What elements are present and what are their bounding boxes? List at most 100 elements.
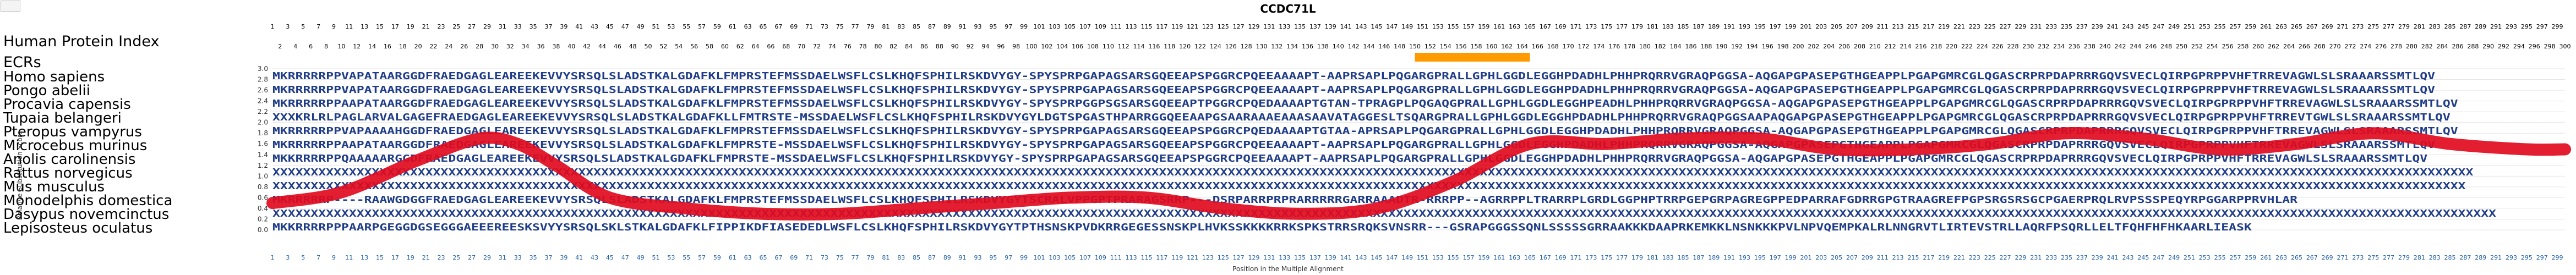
index-tick-label: 95 [989, 23, 997, 30]
index-tick-label: 13 [361, 23, 368, 30]
index-tick-label: 261 [2260, 23, 2272, 30]
y-tick-label: 2.2 [258, 108, 268, 116]
index-tick-label: 30 [491, 43, 499, 50]
index-tick-label: 104 [1056, 43, 1068, 50]
index-tick-label: 26 [460, 43, 468, 50]
index-tick-label: 250 [2176, 43, 2187, 50]
index-tick-label: 74 [828, 43, 836, 50]
index-tick-label: 114 [1133, 43, 1145, 50]
index-tick-label: 246 [2145, 43, 2157, 50]
index-tick-label: 161 [1493, 23, 1505, 30]
index-tick-label: 280 [2406, 43, 2417, 50]
index-tick-label: 58 [706, 43, 713, 50]
sequence-row: MKRRRRRPPVAPAAAAHGGDFRAEDGAGLEAREEKEVVYS… [272, 125, 2458, 137]
index-tick-label: 27 [468, 23, 476, 30]
x-tick-label: 125 [1218, 254, 1229, 261]
index-tick-label: 108 [1087, 43, 1099, 50]
species-label-pteropus-vampyrus: Pteropus vampyrus [3, 124, 142, 140]
species-label-lepisosteus-oculatus: Lepisosteus oculatus [3, 220, 153, 237]
index-tick-label: 292 [2498, 43, 2509, 50]
index-tick-label: 106 [1072, 43, 1083, 50]
x-tick-label: 15 [376, 254, 384, 261]
index-tick-label: 265 [2291, 23, 2302, 30]
x-tick-label: 39 [560, 254, 567, 261]
index-tick-label: 59 [713, 23, 721, 30]
index-tick-label: 278 [2391, 43, 2402, 50]
x-tick-label: 75 [836, 254, 844, 261]
y-tick-label: 2.0 [258, 119, 268, 127]
index-tick-label: 138 [1317, 43, 1329, 50]
species-label-homo-sapiens: Homo sapiens [3, 69, 105, 85]
species-label-mus-musculus: Mus musculus [3, 179, 105, 195]
index-tick-label: 200 [1793, 43, 1804, 50]
index-tick-label: 300 [2559, 43, 2571, 50]
x-tick-label: 289 [2475, 254, 2486, 261]
index-tick-label: 173 [1585, 23, 1597, 30]
x-tick-label: 261 [2260, 254, 2272, 261]
x-tick-label: 241 [2107, 254, 2119, 261]
x-tick-label: 193 [1739, 254, 1750, 261]
index-tick-label: 63 [744, 23, 752, 30]
index-tick-label: 125 [1218, 23, 1229, 30]
index-tick-label: 176 [1608, 43, 1620, 50]
y-tick-label: 1.0 [258, 172, 268, 180]
species-label-microcebus-murinus: Microcebus murinus [3, 138, 148, 154]
index-tick-label: 240 [2099, 43, 2111, 50]
index-tick-label: 216 [1915, 43, 1926, 50]
index-tick-label: 177 [1616, 23, 1628, 30]
x-tick-label: 101 [1033, 254, 1045, 261]
index-tick-label: 10 [337, 43, 345, 50]
index-tick-label: 100 [1026, 43, 1038, 50]
x-tick-label: 237 [2076, 254, 2088, 261]
index-tick-label: 69 [790, 23, 798, 30]
index-tick-label: 219 [1938, 23, 1950, 30]
ecrs-label: ECRs [3, 54, 41, 71]
x-tick-label: 253 [2199, 254, 2211, 261]
x-tick-label: 279 [2398, 254, 2410, 261]
index-tick-label: 215 [1907, 23, 1919, 30]
x-tick-label: 79 [867, 254, 875, 261]
x-tick-label: 23 [437, 254, 445, 261]
index-tick-label: 126 [1225, 43, 1237, 50]
index-tick-label: 180 [1639, 43, 1651, 50]
index-tick-label: 97 [1005, 23, 1012, 30]
index-tick-label: 28 [476, 43, 483, 50]
index-tick-label: 52 [659, 43, 667, 50]
x-tick-label: 221 [1953, 254, 1965, 261]
index-tick-label: 241 [2107, 23, 2119, 30]
index-tick-label: 271 [2337, 23, 2349, 30]
index-tick-label: 123 [1202, 23, 1214, 30]
index-tick-label: 298 [2544, 43, 2556, 50]
index-tick-label: 209 [1862, 23, 1873, 30]
index-tick-label: 79 [867, 23, 875, 30]
x-tick-label: 103 [1049, 254, 1060, 261]
index-tick-label: 129 [1248, 23, 1260, 30]
index-tick-label: 101 [1033, 23, 1045, 30]
x-tick-label: 13 [361, 254, 368, 261]
x-tick-label: 179 [1631, 254, 1643, 261]
index-tick-label: 34 [522, 43, 530, 50]
index-tick-label: 220 [1946, 43, 1957, 50]
index-tick-label: 132 [1271, 43, 1282, 50]
index-tick-label: 53 [667, 23, 675, 30]
index-tick-label: 72 [813, 43, 821, 50]
x-tick-label: 49 [637, 254, 645, 261]
index-tick-label: 50 [645, 43, 652, 50]
index-tick-label: 174 [1593, 43, 1604, 50]
index-tick-label: 237 [2076, 23, 2088, 30]
index-tick-label: 229 [2015, 23, 2026, 30]
x-tick-label: 65 [760, 254, 767, 261]
sequence-row: MKRRRRRP----RAAWGDGGFRAEDGAGLEAREEKEVVYS… [272, 194, 2297, 206]
index-tick-label: 198 [1777, 43, 1789, 50]
index-tick-label: 243 [2122, 23, 2134, 30]
x-tick-label: 73 [821, 254, 828, 261]
x-tick-label: 199 [1785, 254, 1797, 261]
index-tick-label: 233 [2045, 23, 2057, 30]
y-tick-label: 2.8 [258, 76, 268, 84]
x-tick-label: 281 [2414, 254, 2425, 261]
y-tick-label: 0.8 [258, 183, 268, 191]
index-tick-label: 206 [1838, 43, 1850, 50]
x-tick-label: 97 [1005, 254, 1012, 261]
x-tick-label: 41 [575, 254, 583, 261]
index-tick-label: 157 [1463, 23, 1475, 30]
